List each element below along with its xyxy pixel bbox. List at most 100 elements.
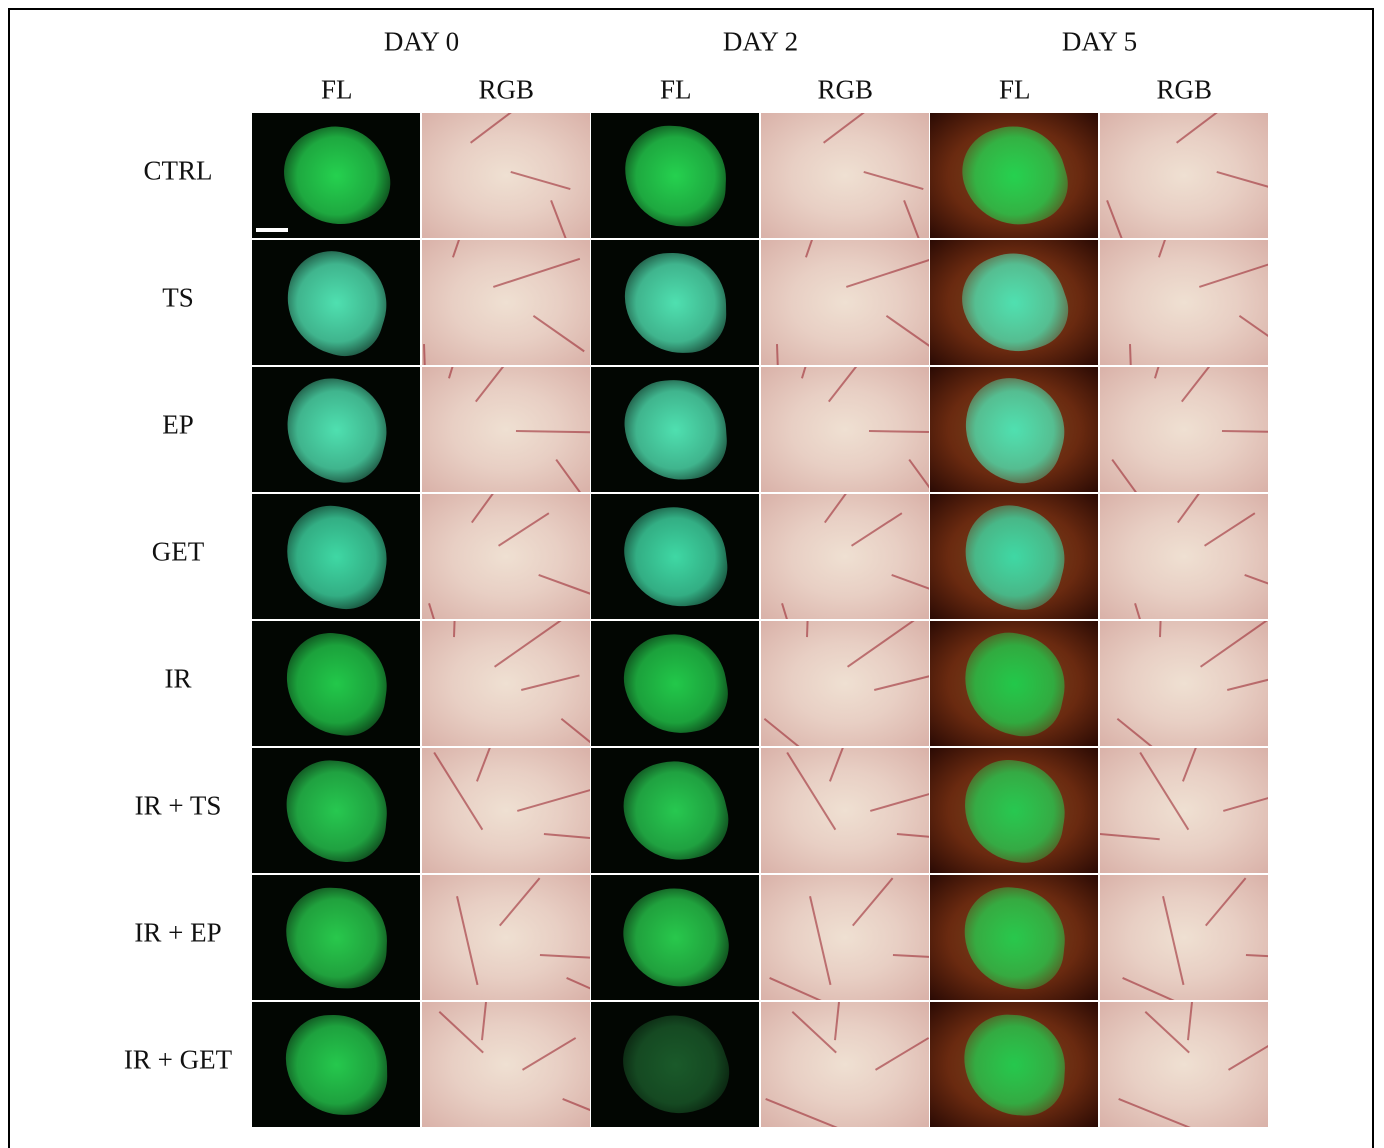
vessel [1187,1002,1199,1040]
fluorescence-image [591,875,759,1000]
fluorescence-image [930,875,1098,1000]
channel-header: FL [321,75,353,106]
vessel [494,621,571,668]
vessel [892,954,928,961]
vessel [471,494,527,523]
tumor-signal [611,1002,739,1127]
vessel [1139,752,1189,830]
vessel [834,1002,846,1040]
rgb-image [761,113,929,238]
rgb-image [422,113,590,238]
vessel [851,512,902,546]
rgb-image [1100,748,1268,873]
tumor-signal [952,495,1075,618]
vessel [763,718,835,746]
vessel [1177,494,1233,523]
fluorescence-image [252,367,420,492]
vessel [433,752,483,830]
channel-header: FL [999,75,1031,106]
vessel [428,603,448,619]
vessel [1199,258,1268,288]
day-header: DAY 0 [384,27,459,58]
vessel [1129,344,1134,365]
vessel [847,621,924,668]
rgb-image [761,621,929,746]
fluorescence-image [930,113,1098,238]
tumor-signal [959,883,1070,993]
vessel [1111,459,1149,492]
rgb-image [422,748,590,873]
vessel [852,878,893,927]
vessel [543,833,589,840]
day-header: DAY 2 [723,27,798,58]
fluorescence-image [252,875,420,1000]
row-label: GET [152,536,204,567]
tumor-signal [613,876,737,1000]
vessel [885,315,928,352]
vessel [1227,674,1268,690]
channel-header: RGB [478,75,534,106]
row-label: CTRL [143,155,212,186]
fluorescence-image [591,240,759,365]
fluorescence-image [930,494,1098,619]
tumor-signal [624,252,727,354]
vessel [870,784,929,812]
vessel [1244,574,1268,607]
vessel [1118,1098,1205,1127]
tumor-signal [272,113,401,238]
vessel [423,344,428,365]
rgb-image [761,367,929,492]
fluorescence-image [252,748,420,873]
channel-header: RGB [817,75,873,106]
vessel [829,748,853,782]
row-label: IR + GET [124,1044,232,1075]
fluorescence-image [930,621,1098,746]
rgb-image [1100,113,1268,238]
fluorescence-image [252,1002,420,1127]
vessel [875,1037,929,1071]
vessel [1245,954,1267,961]
tumor-signal [279,627,393,740]
vessel [846,258,929,288]
fluorescence-image [591,367,759,492]
vessel [805,240,826,258]
rgb-image [1100,621,1268,746]
rgb-image [422,621,590,746]
vessel [868,430,928,434]
vessel [891,574,929,607]
rgb-image [422,367,590,492]
vessel [555,459,590,492]
vessel [1182,748,1206,782]
fluorescence-image [930,240,1098,365]
fluorescence-image [252,494,420,619]
rgb-image [422,1002,590,1127]
tumor-signal [950,240,1078,365]
fluorescence-image [591,494,759,619]
fluorescence-image [591,748,759,873]
vessel [1205,878,1246,927]
tumor-signal [285,1014,388,1116]
rgb-image [761,494,929,619]
tumor-signal [273,240,399,365]
tumor-signal [621,376,729,483]
vessel [863,171,923,190]
vessel [908,459,929,492]
fluorescence-image [930,748,1098,873]
row-label: IR [165,663,192,694]
vessel [562,1098,590,1127]
rgb-image [761,240,929,365]
rgb-image [422,875,590,1000]
rgb-image [1100,494,1268,619]
channel-header: FL [660,75,692,106]
vessel [438,1011,483,1053]
vessel [532,315,584,352]
vessel [776,344,781,365]
vessel [470,113,544,144]
vessel [823,113,897,144]
tumor-signal [281,756,390,864]
row-label: IR + TS [135,790,222,821]
fluorescence-image [591,113,759,238]
vessel [765,1098,852,1127]
vessel [1116,718,1188,746]
vessel [550,200,585,238]
